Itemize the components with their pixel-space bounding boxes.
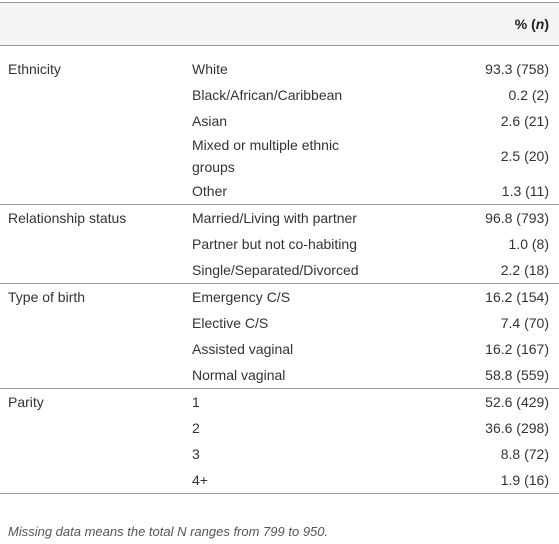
table-row: Partner but not co-habiting 1.0 (8) (0, 231, 559, 257)
table-row: Parity 1 52.6 (429) (0, 389, 559, 416)
category-label: 2 (192, 420, 200, 436)
value-cell: 93.3 (758) (485, 61, 549, 77)
category-label: 3 (192, 446, 200, 462)
value-cell: 16.2 (167) (485, 341, 549, 357)
category-label: 1 (192, 394, 200, 410)
value-cell: 8.8 (72) (500, 446, 549, 462)
empty-cell (0, 362, 192, 389)
table-row: Type of birth Emergency C/S 16.2 (154) (0, 284, 559, 311)
header-text: % ( (514, 16, 536, 32)
table-row: Elective C/S 7.4 (70) (0, 310, 559, 336)
empty-cell (0, 415, 192, 441)
category-label: Single/Separated/Divorced (192, 262, 359, 278)
category-cell: Other (192, 178, 442, 205)
category-cell: Single/Separated/Divorced (192, 257, 442, 284)
category-cell: Normal vaginal (192, 362, 442, 389)
value-cell: 7.4 (70) (500, 315, 549, 331)
value-cell: 2.6 (21) (500, 113, 549, 129)
empty-cell (0, 82, 192, 108)
footnote: Missing data means the total N ranges fr… (8, 524, 329, 539)
row-group: Ethnicity White 93.3 (758) Black/African/Ca… (0, 46, 559, 205)
table-row: Assisted vaginal 16.2 (167) (0, 336, 559, 362)
category-cell: Partner but not co-habiting (192, 231, 442, 257)
empty-cell (0, 134, 192, 178)
empty-cell (0, 108, 192, 134)
table-row: 2 36.6 (298) (0, 415, 559, 441)
value-cell: 36.6 (298) (485, 420, 549, 436)
empty-cell (0, 310, 192, 336)
category-label: Assisted vaginal (192, 341, 294, 357)
table-row: Mixed or multiple ethnic groups 2.5 (20) (0, 134, 559, 178)
category-cell: White (192, 46, 442, 83)
category-label: Married/Living with partner (192, 210, 357, 226)
category-cell: 1 (192, 389, 442, 416)
empty-cell (0, 336, 192, 362)
category-label: White (192, 61, 228, 77)
table-row: Other 1.3 (11) (0, 178, 559, 205)
category-cell: Elective C/S (192, 310, 442, 336)
group-label: Relationship status (8, 210, 127, 226)
value-cell: 2.2 (18) (500, 262, 549, 278)
header-row: % (n) (0, 2, 559, 46)
category-cell: Emergency C/S (192, 284, 442, 311)
category-cell: Asian (192, 108, 442, 134)
value-cell: 16.2 (154) (485, 289, 549, 305)
empty-cell (0, 441, 192, 467)
group-label: Type of birth (8, 289, 86, 305)
category-cell: Assisted vaginal (192, 336, 442, 362)
empty-cell (0, 231, 192, 257)
table-row: Relationship status Married/Living with p… (0, 205, 559, 232)
category-label: Emergency C/S (192, 289, 291, 305)
category-label: Elective C/S (192, 315, 269, 331)
header-cell (0, 3, 192, 46)
table-row: Single/Separated/Divorced 2.2 (18) (0, 257, 559, 284)
category-label: Asian (192, 113, 228, 129)
category-cell: 2 (192, 415, 442, 441)
category-label: Partner but not co-habiting (192, 236, 357, 252)
table-row: Ethnicity White 93.3 (758) (0, 46, 559, 83)
category-label: Normal vaginal (192, 367, 286, 383)
category-label: Other (192, 183, 228, 199)
category-cell: 3 (192, 441, 442, 467)
value-cell: 1.0 (8) (508, 236, 549, 252)
header-text: n (535, 16, 545, 32)
row-group: Relationship status Married/Living with p… (0, 205, 559, 284)
value-cell: 1.3 (11) (501, 183, 549, 199)
header-cell: % (n) (442, 3, 559, 46)
table-row: Black/African/Caribbean 0.2 (2) (0, 82, 559, 108)
value-cell: 2.5 (20) (500, 148, 549, 164)
value-cell: 1.9 (16) (500, 472, 549, 488)
category-cell: Married/Living with partner (192, 205, 442, 232)
empty-cell (0, 467, 192, 494)
category-cell: 4+ (192, 467, 442, 494)
table-row: Normal vaginal 58.8 (559) (0, 362, 559, 389)
table-row: 3 8.8 (72) (0, 441, 559, 467)
row-group: Parity 1 52.6 (429) 2 36.6 (298) 3 8.8 (72) 4+ 1… (0, 389, 559, 494)
table-row: Asian 2.6 (21) (0, 108, 559, 134)
empty-cell (0, 178, 192, 205)
value-cell: 58.8 (559) (485, 367, 549, 383)
value-cell: 0.2 (2) (508, 87, 549, 103)
table-header: % (n) (0, 2, 559, 46)
table-row: 4+ 1.9 (16) (0, 467, 559, 494)
empty-cell (0, 257, 192, 284)
group-label: Ethnicity (8, 61, 61, 77)
category-cell: Black/African/Caribbean (192, 82, 442, 108)
header-cell (192, 3, 442, 46)
value-cell: 96.8 (793) (485, 210, 549, 226)
data-table: % (n) Ethnicity White 93.3 (758) Black/Afri… (0, 2, 559, 494)
category-label: 4+ (192, 472, 208, 488)
category-cell: Mixed or multiple ethnic groups (192, 134, 442, 178)
value-cell: 52.6 (429) (485, 394, 549, 410)
row-group: Type of birth Emergency C/S 16.2 (154) Elec… (0, 284, 559, 389)
category-label: Black/African/Caribbean (192, 87, 343, 103)
header-text: ) (544, 16, 549, 32)
group-label: Parity (8, 394, 44, 410)
category-label: Mixed or multiple ethnic groups (192, 137, 340, 175)
